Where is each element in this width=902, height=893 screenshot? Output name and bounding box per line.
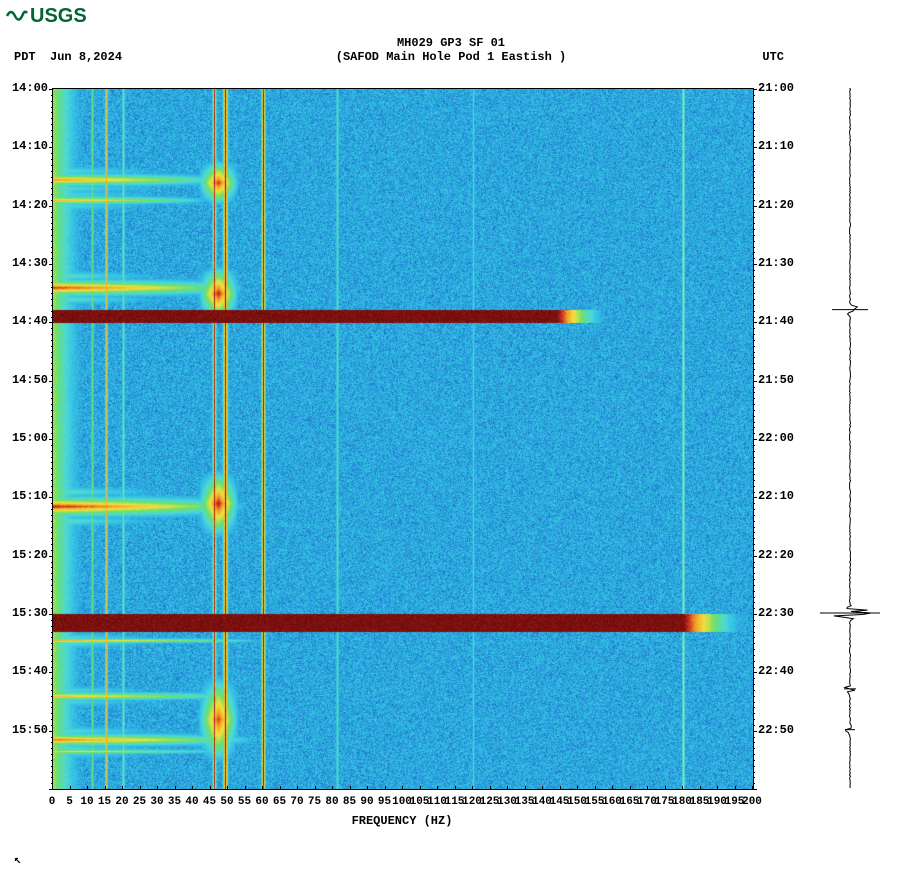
right-tick-label: 21:50 xyxy=(758,373,794,387)
left-tick-label: 15:00 xyxy=(12,431,48,445)
freq-tick-label: 85 xyxy=(343,796,356,808)
right-tick-label: 21:10 xyxy=(758,139,794,153)
freq-tick-label: 25 xyxy=(133,796,146,808)
freq-tick-label: 20 xyxy=(115,796,128,808)
freq-tick-label: 95 xyxy=(378,796,391,808)
left-tick-label: 15:30 xyxy=(12,606,48,620)
left-tick-label: 14:20 xyxy=(12,198,48,212)
freq-tick-label: 55 xyxy=(238,796,251,808)
right-tick-label: 22:50 xyxy=(758,723,794,737)
left-tick-label: 14:10 xyxy=(12,139,48,153)
freq-tick-label: 35 xyxy=(168,796,181,808)
cursor-mark: ↖ xyxy=(14,852,21,867)
freq-tick-label: 45 xyxy=(203,796,216,808)
right-tick-label: 22:40 xyxy=(758,664,794,678)
freq-tick-label: 10 xyxy=(80,796,93,808)
freq-tick-label: 50 xyxy=(220,796,233,808)
freq-tick-label: 15 xyxy=(98,796,111,808)
left-tick-label: 15:20 xyxy=(12,548,48,562)
left-tick-label: 15:10 xyxy=(12,489,48,503)
right-tick-label: 21:00 xyxy=(758,81,794,95)
left-time-axis: 14:0014:1014:2014:3014:4014:5015:0015:10… xyxy=(8,88,52,788)
right-tick-label: 21:30 xyxy=(758,256,794,270)
spectrogram-canvas xyxy=(53,89,753,789)
pdt-label: PDT Jun 8,2024 xyxy=(14,50,122,64)
right-tick-label: 21:40 xyxy=(758,314,794,328)
right-time-axis: 21:0021:1021:2021:3021:4021:5022:0022:10… xyxy=(754,88,798,788)
freq-tick-label: 30 xyxy=(150,796,163,808)
spectrogram-plot xyxy=(52,88,754,790)
left-tick-label: 14:50 xyxy=(12,373,48,387)
freq-tick-label: 5 xyxy=(66,796,73,808)
left-tick-label: 15:50 xyxy=(12,723,48,737)
right-tick-label: 22:20 xyxy=(758,548,794,562)
right-tick-label: 22:10 xyxy=(758,489,794,503)
utc-label: UTC xyxy=(762,50,784,64)
left-tick-label: 14:00 xyxy=(12,81,48,95)
freq-tick-label: 0 xyxy=(49,796,56,808)
freq-tick-label: 75 xyxy=(308,796,321,808)
usgs-logo: USGS xyxy=(6,4,87,28)
freq-tick-label: 40 xyxy=(185,796,198,808)
freq-tick-label: 90 xyxy=(360,796,373,808)
left-tick-label: 15:40 xyxy=(12,664,48,678)
usgs-logo-text: USGS xyxy=(30,5,87,28)
right-tick-label: 22:00 xyxy=(758,431,794,445)
left-tick-label: 14:30 xyxy=(12,256,48,270)
frequency-axis-label: FREQUENCY (HZ) xyxy=(52,814,752,828)
right-tick-label: 22:30 xyxy=(758,606,794,620)
seismogram-trace xyxy=(834,88,871,788)
freq-tick-label: 80 xyxy=(325,796,338,808)
freq-tick-label: 65 xyxy=(273,796,286,808)
left-tick-label: 14:40 xyxy=(12,314,48,328)
freq-tick-label: 70 xyxy=(290,796,303,808)
freq-tick-label: 200 xyxy=(742,796,762,808)
seismogram-strip xyxy=(810,88,890,788)
right-tick-label: 21:20 xyxy=(758,198,794,212)
freq-tick-label: 60 xyxy=(255,796,268,808)
chart-title-line1: MH029 GP3 SF 01 xyxy=(0,36,902,50)
usgs-wave-icon xyxy=(6,4,28,28)
